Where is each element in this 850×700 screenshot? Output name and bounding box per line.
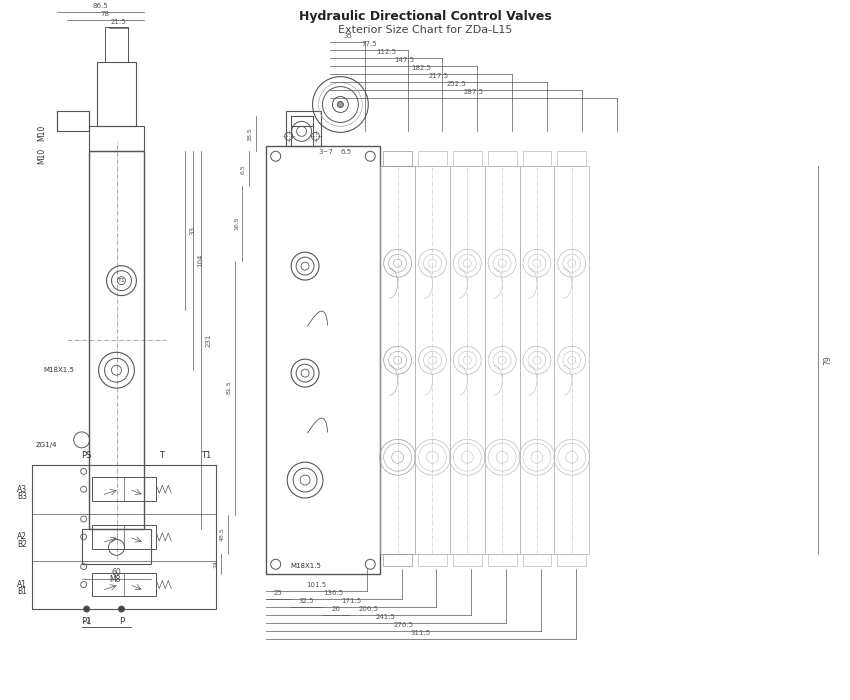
Circle shape bbox=[118, 606, 124, 612]
Text: 77.5: 77.5 bbox=[361, 41, 377, 47]
Bar bbox=[105, 27, 128, 62]
Text: 311.5: 311.5 bbox=[411, 630, 431, 636]
Text: Hydraulic Directional Control Valves: Hydraulic Directional Control Valves bbox=[298, 10, 552, 23]
Bar bbox=[57, 111, 88, 132]
Text: 241.5: 241.5 bbox=[376, 614, 396, 620]
Text: 287.5: 287.5 bbox=[463, 88, 484, 95]
Text: B2: B2 bbox=[17, 540, 27, 549]
Bar bbox=[266, 146, 380, 574]
Text: B1: B1 bbox=[17, 587, 27, 596]
Bar bbox=[92, 573, 156, 596]
Bar bbox=[453, 554, 482, 566]
Text: P1: P1 bbox=[82, 617, 92, 626]
Text: 78: 78 bbox=[101, 11, 110, 17]
Text: A2: A2 bbox=[17, 533, 27, 541]
Text: 35: 35 bbox=[343, 33, 352, 38]
Text: M8: M8 bbox=[109, 575, 120, 584]
Bar bbox=[558, 554, 586, 566]
Text: ZG1/4: ZG1/4 bbox=[36, 442, 57, 448]
Text: 171.5: 171.5 bbox=[341, 598, 361, 604]
Bar bbox=[450, 166, 484, 554]
Bar bbox=[32, 465, 216, 609]
Text: 136.5: 136.5 bbox=[324, 590, 343, 596]
Bar bbox=[380, 166, 415, 554]
Text: 60: 60 bbox=[111, 568, 122, 578]
Text: M18X1.5: M18X1.5 bbox=[44, 368, 75, 373]
Text: 147.5: 147.5 bbox=[394, 57, 414, 63]
Text: M10: M10 bbox=[37, 125, 46, 141]
Bar bbox=[558, 151, 586, 166]
Text: 112.5: 112.5 bbox=[377, 49, 396, 55]
Bar bbox=[92, 525, 156, 549]
Bar bbox=[383, 151, 412, 166]
Text: M10: M10 bbox=[37, 148, 46, 164]
Bar bbox=[97, 62, 136, 127]
Text: P: P bbox=[119, 617, 124, 626]
Text: PS: PS bbox=[82, 451, 92, 460]
Text: M18X1.5: M18X1.5 bbox=[291, 564, 321, 569]
Text: B3: B3 bbox=[17, 492, 27, 501]
Bar bbox=[488, 554, 517, 566]
Text: 182.5: 182.5 bbox=[411, 64, 431, 71]
Text: 38.5: 38.5 bbox=[248, 127, 252, 141]
Text: 6.5: 6.5 bbox=[241, 164, 246, 174]
Bar bbox=[418, 151, 447, 166]
Text: 104: 104 bbox=[197, 254, 203, 267]
Bar bbox=[286, 111, 320, 146]
Bar bbox=[82, 529, 151, 564]
Text: T: T bbox=[159, 451, 164, 460]
Text: 48.5: 48.5 bbox=[220, 528, 225, 541]
Text: 252.5: 252.5 bbox=[446, 80, 466, 87]
Circle shape bbox=[83, 606, 89, 612]
Bar bbox=[488, 151, 517, 166]
Text: 81.5: 81.5 bbox=[227, 381, 232, 394]
Text: T1: T1 bbox=[117, 278, 125, 283]
Text: A3: A3 bbox=[17, 485, 27, 494]
Text: 25: 25 bbox=[274, 590, 282, 596]
Bar bbox=[418, 554, 447, 566]
Bar bbox=[415, 166, 450, 554]
Text: 32.5: 32.5 bbox=[299, 598, 314, 604]
Text: 3~7: 3~7 bbox=[318, 149, 333, 155]
Text: 206.5: 206.5 bbox=[359, 606, 378, 612]
Text: 101.5: 101.5 bbox=[306, 582, 326, 588]
Text: 33: 33 bbox=[190, 226, 196, 235]
Bar bbox=[519, 166, 554, 554]
Text: T1: T1 bbox=[201, 451, 211, 460]
Bar bbox=[523, 554, 552, 566]
Bar bbox=[88, 127, 144, 151]
Bar bbox=[453, 151, 482, 166]
Bar bbox=[291, 116, 313, 146]
Circle shape bbox=[337, 102, 343, 108]
Text: 231: 231 bbox=[205, 334, 211, 347]
Bar bbox=[554, 166, 589, 554]
Text: 217.5: 217.5 bbox=[428, 73, 449, 78]
Bar bbox=[484, 166, 519, 554]
Bar bbox=[383, 554, 412, 566]
Bar bbox=[523, 151, 552, 166]
Bar bbox=[89, 151, 144, 529]
Text: 16.5: 16.5 bbox=[234, 216, 239, 230]
Text: A1: A1 bbox=[17, 580, 27, 589]
Text: 86.5: 86.5 bbox=[93, 3, 108, 9]
Text: 21.5: 21.5 bbox=[110, 19, 127, 25]
Text: 276.5: 276.5 bbox=[394, 622, 413, 628]
Bar bbox=[92, 477, 156, 501]
Text: 6.5: 6.5 bbox=[340, 149, 352, 155]
Text: 26: 26 bbox=[332, 606, 340, 612]
Text: Exterior Size Chart for ZDa-L15: Exterior Size Chart for ZDa-L15 bbox=[337, 25, 513, 35]
Text: 24: 24 bbox=[213, 560, 218, 568]
Text: 79: 79 bbox=[823, 356, 832, 365]
